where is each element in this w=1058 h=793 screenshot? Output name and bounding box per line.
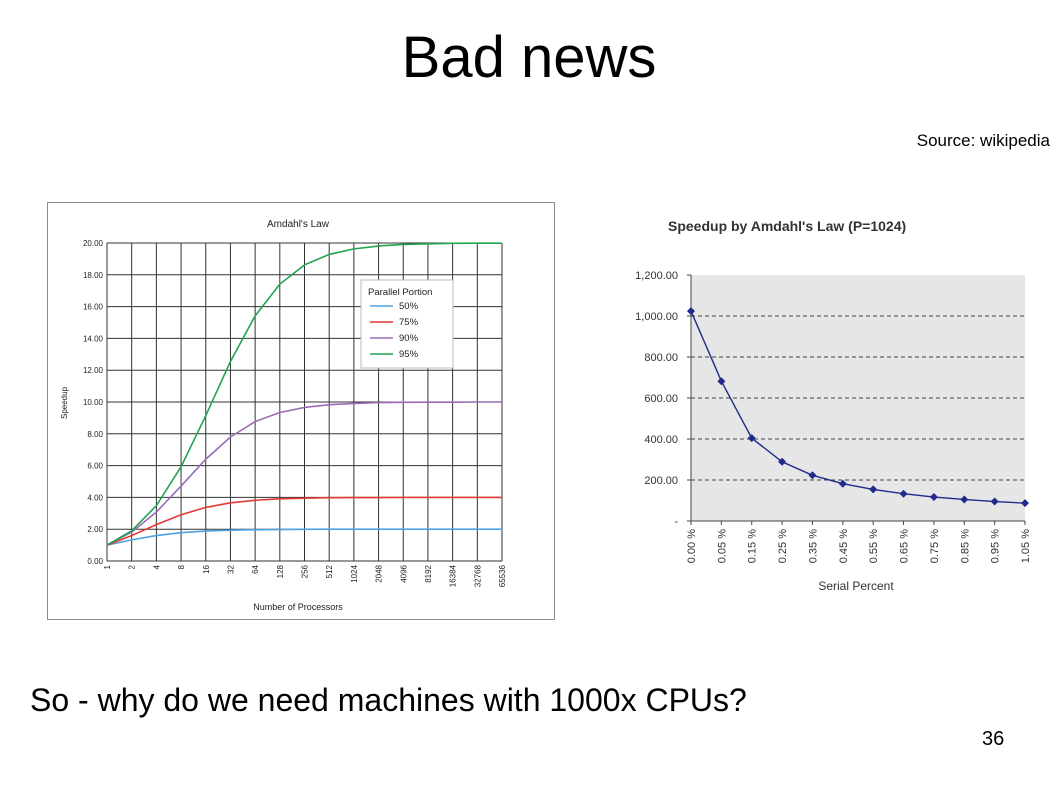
x-tick-label: 8 xyxy=(177,564,186,569)
x-tick-label: 256 xyxy=(301,564,310,578)
x-tick-label: 0.65 % xyxy=(899,529,911,563)
x-tick-label: 4096 xyxy=(399,564,408,582)
series-line-90pct xyxy=(106,401,502,546)
data-point xyxy=(929,493,938,502)
x-tick-label: 4 xyxy=(152,564,161,569)
legend-title: Parallel Portion xyxy=(368,287,432,298)
data-point xyxy=(778,457,787,466)
x-tick-labels: 0.00 % 0.05 % 0.15 % 0.25 % 0.35 % 0.45 % 0.55… xyxy=(686,529,1032,563)
y-tick-label: 8.00 xyxy=(87,430,103,439)
y-tick-label: 0.00 xyxy=(87,557,103,566)
series-lines xyxy=(106,242,502,546)
x-tick-label: 8192 xyxy=(424,564,433,582)
data-point xyxy=(808,471,817,480)
chart-title: Amdahl's Law xyxy=(267,219,330,230)
slide-title: Bad news xyxy=(401,25,657,90)
speedup-serial-chart-svg: Speedup by Amdahl's Law (P=1024) - 200.00… xyxy=(635,218,1032,593)
y-tick-label: 800.00 xyxy=(644,352,678,364)
data-point xyxy=(869,485,878,494)
data-point xyxy=(717,377,726,386)
x-tick-label: 64 xyxy=(251,564,260,573)
x-tick-label: 16384 xyxy=(449,564,458,587)
data-point xyxy=(899,489,908,498)
legend: Parallel Portion 50% 75% 90% 95% xyxy=(360,279,454,369)
data-point xyxy=(687,307,695,316)
chart-background xyxy=(48,203,554,619)
x-tick-label: 512 xyxy=(325,564,334,578)
legend-entry: 75% xyxy=(399,317,419,328)
x-tick-label: 0.75 % xyxy=(929,529,941,563)
x-tick-label: 65536 xyxy=(498,564,507,587)
x-tick-label: 16 xyxy=(202,564,211,573)
y-tick-label: 2.00 xyxy=(87,525,103,534)
x-tick-labels: 1 2 4 8 16 32 64 128 256 512 1024 2048 4096 8192 16384… xyxy=(103,564,507,587)
amdahl-law-chart: Amdahl's Law 0.00 2.00 4.00 6.00 8.00 10.00 12… xyxy=(47,202,555,620)
x-tick-label: 0.15 % xyxy=(747,529,759,563)
x-tick-label: 2048 xyxy=(375,564,384,582)
y-tick-labels: 0.00 2.00 4.00 6.00 8.00 10.00 12.00 14.00 16.00… xyxy=(83,239,104,566)
y-tick-label: 600.00 xyxy=(644,393,678,405)
series-line xyxy=(690,310,1026,504)
x-tick-label: 0.25 % xyxy=(777,529,789,563)
plot-area xyxy=(691,275,1025,521)
y-tick-label: 1,200.00 xyxy=(635,270,678,282)
series-line xyxy=(687,307,1029,508)
y-tick-label: 400.00 xyxy=(644,434,678,446)
y-tick-label: - xyxy=(674,516,678,528)
x-tick-label: 1.05 % xyxy=(1020,529,1032,563)
legend-entry: 95% xyxy=(399,349,419,360)
x-tick-label: 0.35 % xyxy=(807,529,819,563)
x-tick-label: 32768 xyxy=(473,564,482,587)
question-text: So - why do we need machines with 1000x … xyxy=(30,682,747,718)
y-tick-label: 20.00 xyxy=(83,239,104,248)
page-number: 36 xyxy=(982,728,1005,750)
y-tick-label: 18.00 xyxy=(83,271,104,280)
grid xyxy=(687,274,1026,525)
y-tick-label: 14.00 xyxy=(83,334,104,343)
amdahl-law-chart-svg: Amdahl's Law 0.002.004.006.008.0010.0012… xyxy=(48,203,554,619)
data-point xyxy=(747,434,756,443)
y-tick-label: 1,000.00 xyxy=(635,311,678,323)
series-line-50pct xyxy=(106,528,502,546)
x-tick-label: 1 xyxy=(103,564,112,569)
x-tick-label: 0.45 % xyxy=(838,529,850,563)
x-tick-label: 0.95 % xyxy=(990,529,1002,563)
y-tick-label: 16.00 xyxy=(83,303,104,312)
speedup-serial-chart: Speedup by Amdahl's Law (P=1024) - 200.00… xyxy=(616,205,1036,600)
y-tick-label: 4.00 xyxy=(87,493,103,502)
series-line-75pct xyxy=(106,496,502,546)
y-tick-label: 200.00 xyxy=(644,475,678,487)
data-point xyxy=(1021,499,1029,508)
x-tick-label: 2 xyxy=(128,564,137,569)
x-tick-label: 32 xyxy=(226,564,235,573)
x-axis-label: Serial Percent xyxy=(818,579,894,593)
legend-entry: 50% xyxy=(399,301,419,312)
x-tick-label: 128 xyxy=(276,564,285,578)
data-point xyxy=(960,495,969,504)
data-point xyxy=(838,479,847,488)
x-tick-label: 0.55 % xyxy=(868,529,880,563)
y-axis-label: Speedup xyxy=(60,386,69,419)
data-point xyxy=(990,497,999,506)
y-tick-label: 10.00 xyxy=(83,398,104,407)
x-tick-label: 0.00 % xyxy=(686,529,698,563)
x-tick-label: 1024 xyxy=(350,564,359,582)
y-tick-labels: - 200.00 400.00 600.00 800.00 1,000.00 1,200.0… xyxy=(635,270,678,528)
x-axis-label: Number of Processors xyxy=(253,602,343,612)
y-tick-label: 6.00 xyxy=(87,462,103,471)
series-line-95pct xyxy=(106,242,502,546)
x-tick-label: 0.05 % xyxy=(716,529,728,563)
x-tick-label: 0.85 % xyxy=(959,529,971,563)
chart-title: Speedup by Amdahl's Law (P=1024) xyxy=(668,218,906,234)
y-tick-label: 12.00 xyxy=(83,366,104,375)
legend-entry: 90% xyxy=(399,333,419,344)
source-note: Source: wikipedia xyxy=(916,131,1050,150)
